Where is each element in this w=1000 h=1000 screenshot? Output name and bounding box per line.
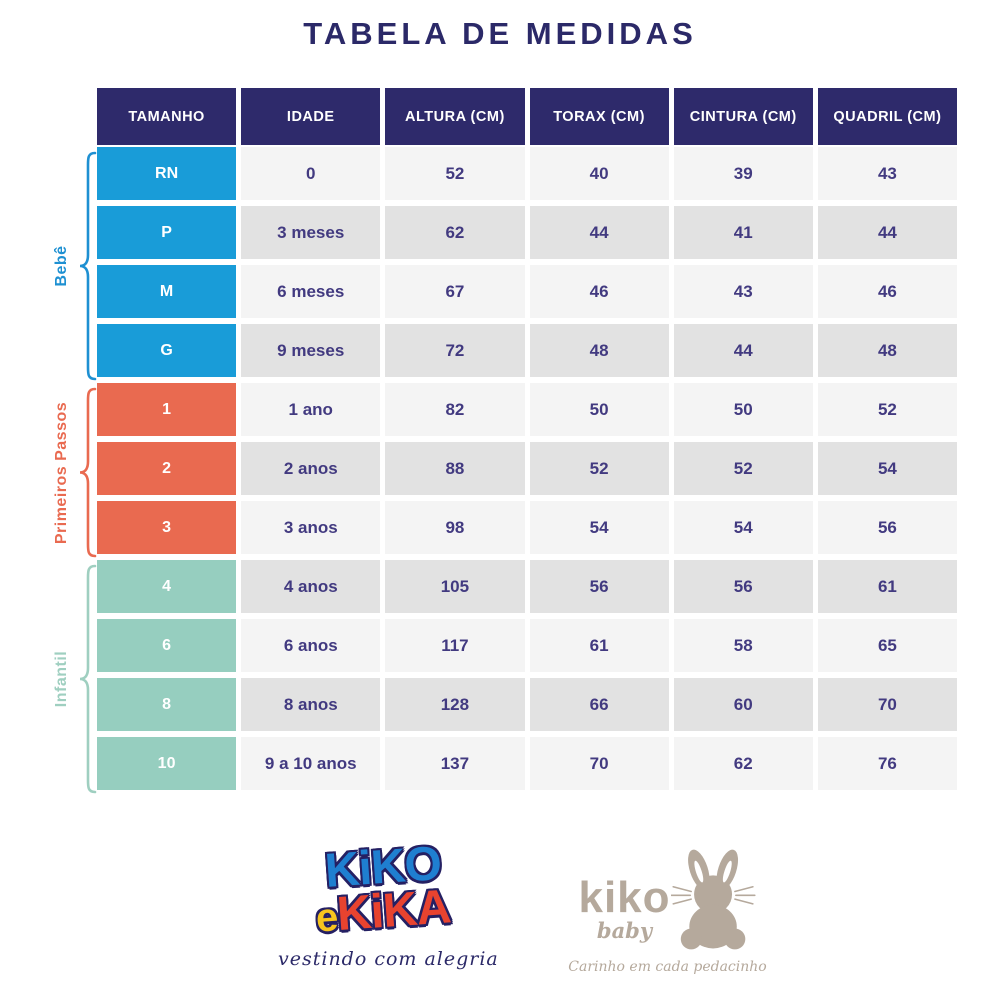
group-bracket-1: [79, 387, 97, 558]
column-header-1: IDADE: [241, 88, 381, 145]
value-cell: 46: [529, 265, 669, 318]
value-cell: 8 anos: [241, 678, 381, 731]
value-cell: 117: [385, 619, 525, 672]
size-cell: 1: [97, 383, 237, 436]
size-cell: G: [97, 324, 237, 377]
value-cell: 105: [385, 560, 525, 613]
value-cell: 60: [673, 678, 813, 731]
value-cell: 62: [385, 206, 525, 259]
value-cell: 48: [529, 324, 669, 377]
kiko-e-kika-logo: KiKO eKiKA vestindo com alegria: [278, 837, 499, 971]
value-cell: 44: [673, 324, 813, 377]
size-table: TAMANHO IDADE ALTURA (CM) TORAX (CM) CINTURA…: [97, 88, 957, 790]
value-cell: 44: [817, 206, 957, 259]
group-bracket-0: [79, 151, 97, 381]
group-label-0: Bebê: [53, 245, 70, 287]
size-cell: 2: [97, 442, 237, 495]
value-cell: 128: [385, 678, 525, 731]
column-header-2: ALTURA (CM): [385, 88, 525, 145]
value-cell: 54: [529, 501, 669, 554]
value-cell: 4 anos: [241, 560, 381, 613]
value-cell: 2 anos: [241, 442, 381, 495]
value-cell: 43: [817, 147, 957, 200]
value-cell: 65: [817, 619, 957, 672]
value-cell: 54: [817, 442, 957, 495]
group-label-2: Infantil: [53, 650, 70, 708]
value-cell: 52: [529, 442, 669, 495]
value-cell: 72: [385, 324, 525, 377]
value-cell: 66: [529, 678, 669, 731]
size-cell: 4: [97, 560, 237, 613]
column-header-3: TORAX (CM): [529, 88, 669, 145]
value-cell: 9 a 10 anos: [241, 737, 381, 790]
value-cell: 137: [385, 737, 525, 790]
value-cell: 54: [673, 501, 813, 554]
bunny-icon: [670, 849, 756, 950]
value-cell: 56: [673, 560, 813, 613]
value-cell: 39: [673, 147, 813, 200]
value-cell: 82: [385, 383, 525, 436]
kiko-baby-name: kiko: [578, 873, 671, 922]
value-cell: 70: [817, 678, 957, 731]
kiko-e-kika-logo-e: e: [314, 895, 339, 941]
size-cell: P: [97, 206, 237, 259]
value-cell: 61: [529, 619, 669, 672]
value-cell: 3 anos: [241, 501, 381, 554]
value-cell: 52: [673, 442, 813, 495]
kiko-baby-sub: baby: [596, 918, 653, 943]
value-cell: 40: [529, 147, 669, 200]
size-cell: RN: [97, 147, 237, 200]
group-label-1: Primeiros Passos: [53, 401, 70, 544]
size-cell: 6: [97, 619, 237, 672]
kiko-e-kika-tagline: vestindo com alegria: [278, 948, 499, 971]
value-cell: 43: [673, 265, 813, 318]
value-cell: 52: [385, 147, 525, 200]
kiko-e-kika-logo-kika: KiKA: [335, 880, 452, 942]
value-cell: 67: [385, 265, 525, 318]
column-header-5: QUADRIL (CM): [817, 88, 957, 145]
value-cell: 6 meses: [241, 265, 381, 318]
value-cell: 88: [385, 442, 525, 495]
value-cell: 56: [817, 501, 957, 554]
value-cell: 41: [673, 206, 813, 259]
value-cell: 76: [817, 737, 957, 790]
kiko-baby-logo: kiko baby: [560, 845, 775, 975]
value-cell: 52: [817, 383, 957, 436]
kiko-baby-tagline: Carinho em cada pedacinho: [568, 959, 767, 975]
column-header-0: TAMANHO: [97, 88, 237, 145]
page-title: TABELA DE MEDIDAS: [303, 16, 697, 51]
value-cell: 44: [529, 206, 669, 259]
value-cell: 70: [529, 737, 669, 790]
value-cell: 98: [385, 501, 525, 554]
group-rail: Bebê Primeiros Passos Infantil: [40, 88, 98, 798]
value-cell: 6 anos: [241, 619, 381, 672]
value-cell: 0: [241, 147, 381, 200]
value-cell: 1 ano: [241, 383, 381, 436]
size-cell: 10: [97, 737, 237, 790]
value-cell: 9 meses: [241, 324, 381, 377]
value-cell: 46: [817, 265, 957, 318]
column-header-4: CINTURA (CM): [673, 88, 813, 145]
value-cell: 56: [529, 560, 669, 613]
value-cell: 48: [817, 324, 957, 377]
value-cell: 3 meses: [241, 206, 381, 259]
value-cell: 61: [817, 560, 957, 613]
value-cell: 50: [673, 383, 813, 436]
group-bracket-2: [79, 564, 97, 794]
value-cell: 50: [529, 383, 669, 436]
size-cell: 3: [97, 501, 237, 554]
value-cell: 62: [673, 737, 813, 790]
size-cell: M: [97, 265, 237, 318]
value-cell: 58: [673, 619, 813, 672]
size-cell: 8: [97, 678, 237, 731]
